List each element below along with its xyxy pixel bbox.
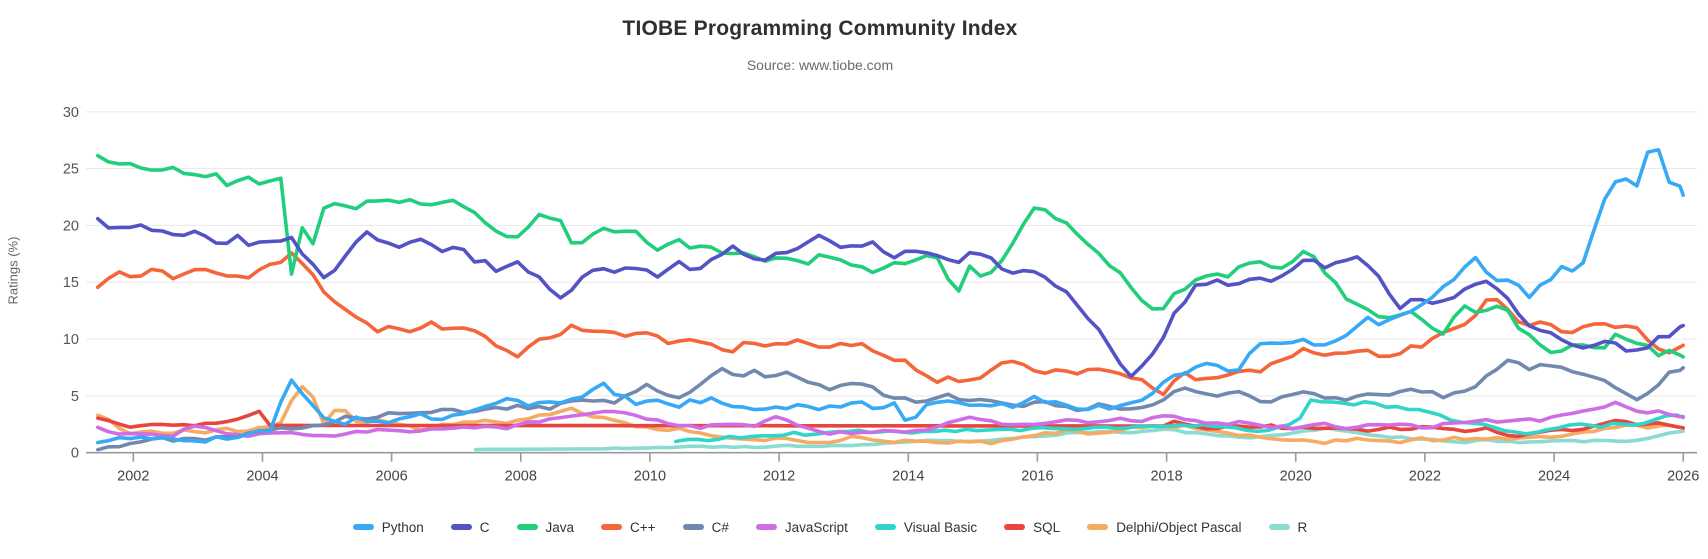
legend-swatch-icon xyxy=(516,524,538,530)
legend-swatch-icon xyxy=(450,524,472,530)
chart-source: Source: www.tiobe.com xyxy=(746,57,894,73)
x-tick-label: 2016 xyxy=(1021,469,1053,485)
x-tick-label: 2008 xyxy=(505,469,537,485)
x-tick-label: 2022 xyxy=(1409,469,1441,485)
x-tick-label: 2012 xyxy=(763,469,795,485)
y-tick-label: 30 xyxy=(63,105,79,121)
series-line-c- xyxy=(96,251,1685,397)
y-tick-label: 20 xyxy=(63,218,79,234)
legend-item-python[interactable]: Python xyxy=(352,519,424,535)
series-line-delphi-object-pascal xyxy=(96,384,1685,446)
x-tick-label: 2010 xyxy=(634,469,666,485)
series-line-c xyxy=(96,216,1685,379)
legend-item-sql[interactable]: SQL xyxy=(1004,520,1060,535)
chart-legend: Python C Java C++ C# JavaScript Visual Basic SQ… xyxy=(0,514,1660,540)
x-tick-label: 2002 xyxy=(117,469,149,485)
legend-label: Delphi/Object Pascal xyxy=(1116,519,1242,535)
y-tick-label: 5 xyxy=(71,389,79,405)
x-tick-label: 2006 xyxy=(375,469,407,485)
x-tick-label: 2024 xyxy=(1538,469,1570,485)
legend-swatch-icon xyxy=(1087,524,1109,530)
legend-label: Python xyxy=(381,519,424,535)
y-axis-title: Ratings (%) xyxy=(5,236,21,305)
legend-label: C# xyxy=(711,519,729,535)
x-tick-label: 2018 xyxy=(1150,469,1182,485)
legend-label: R xyxy=(1297,519,1308,535)
legend-swatch-icon xyxy=(601,524,623,530)
legend-item-c[interactable]: C xyxy=(450,519,490,535)
legend-swatch-icon xyxy=(1004,524,1026,530)
legend-swatch-icon xyxy=(874,524,896,530)
legend-item-java[interactable]: Java xyxy=(516,519,575,535)
legend-item-visual-basic[interactable]: Visual Basic xyxy=(874,519,978,535)
x-tick-label: 2014 xyxy=(892,469,924,485)
y-tick-label: 25 xyxy=(63,162,79,178)
legend-swatch-icon xyxy=(1268,524,1290,530)
legend-swatch-icon xyxy=(682,524,704,530)
legend-item-delphi-object-pascal[interactable]: Delphi/Object Pascal xyxy=(1087,519,1242,535)
x-tick-label: 2026 xyxy=(1667,469,1699,485)
legend-label: SQL xyxy=(1033,519,1061,535)
x-tick-label: 2020 xyxy=(1280,469,1312,485)
x-tick-label: 2004 xyxy=(246,469,278,485)
legend-label: Visual Basic xyxy=(903,519,978,535)
legend-label: Java xyxy=(545,519,575,535)
legend-label: C++ xyxy=(630,519,656,535)
legend-item-r[interactable]: R xyxy=(1268,519,1308,535)
chart-title: TIOBE Programming Community Index xyxy=(622,17,1018,40)
legend-label: JavaScript xyxy=(784,519,848,535)
y-tick-label: 10 xyxy=(63,332,79,348)
series-line-javascript xyxy=(96,400,1685,439)
y-tick-label: 0 xyxy=(71,446,79,462)
legend-swatch-icon xyxy=(352,524,374,530)
series-line-java xyxy=(96,153,1685,359)
y-tick-label: 15 xyxy=(63,275,79,291)
legend-item-c-[interactable]: C# xyxy=(682,519,729,535)
legend-swatch-icon xyxy=(755,524,777,530)
legend-label: C xyxy=(479,519,490,535)
legend-item-javascript[interactable]: JavaScript xyxy=(755,519,848,535)
series-line-python xyxy=(96,148,1685,445)
legend-item-c-[interactable]: C++ xyxy=(601,520,656,535)
